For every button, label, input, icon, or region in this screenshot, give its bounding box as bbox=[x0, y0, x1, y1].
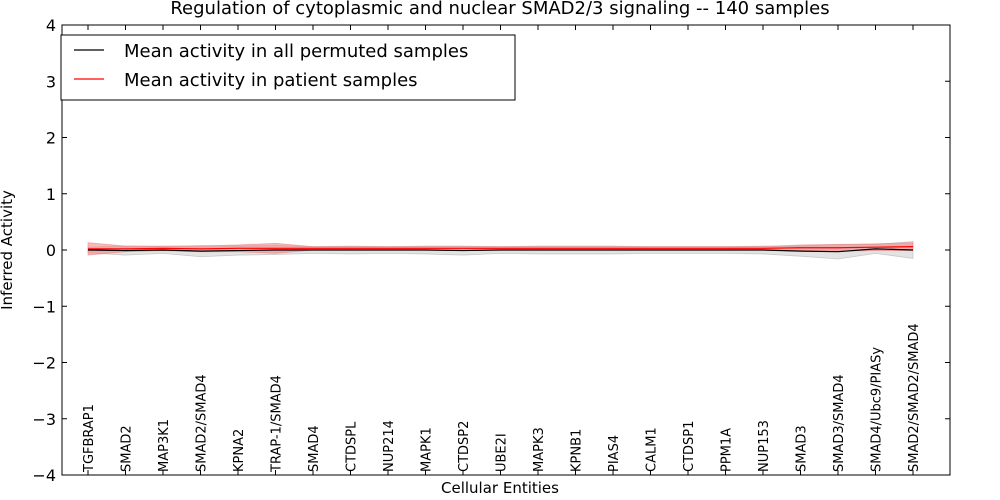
x-tick-label: SMAD4/Ubc9/PIASy bbox=[870, 347, 885, 472]
x-tick-label: CTDSPL bbox=[345, 421, 360, 472]
legend-label-patient: Mean activity in patient samples bbox=[124, 70, 418, 91]
x-tick-label: TGFBRAP1 bbox=[82, 404, 97, 473]
legend: Mean activity in all permuted samples Me… bbox=[60, 34, 516, 101]
series-line-0 bbox=[87, 248, 914, 253]
x-tick-label: KPNA2 bbox=[232, 429, 247, 472]
y-axis-label: Inferred Activity bbox=[0, 190, 16, 310]
x-tick-label: CTDSP2 bbox=[457, 421, 472, 472]
x-tick-label: SMAD2/SMAD2/SMAD4 bbox=[907, 323, 922, 472]
x-axis: TGFBRAP1 SMAD2 MAP3K1 SMAD2/SMAD4 KPNA2 TRAP-… bbox=[82, 25, 922, 475]
x-tick-label: KPNB1 bbox=[570, 429, 585, 472]
x-tick-label: CALM1 bbox=[645, 427, 660, 472]
x-tick-label: NUP153 bbox=[757, 420, 772, 472]
x-tick-label: NUP214 bbox=[382, 420, 397, 472]
y-tick-label: −4 bbox=[32, 466, 56, 485]
y-tick-label: 2 bbox=[46, 129, 56, 148]
x-tick-label: SMAD4 bbox=[307, 425, 322, 472]
chart-title: Regulation of cytoplasmic and nuclear SM… bbox=[170, 0, 829, 19]
x-tick-label: SMAD2 bbox=[120, 425, 135, 472]
x-tick-label: MAP3K1 bbox=[157, 419, 172, 472]
y-tick-label: 4 bbox=[46, 16, 56, 35]
x-tick-label: SMAD3/SMAD4 bbox=[832, 374, 847, 472]
legend-label-permuted: Mean activity in all permuted samples bbox=[124, 41, 468, 62]
x-tick-label: UBE2I bbox=[495, 433, 510, 472]
x-tick-label: MAPK1 bbox=[420, 427, 435, 472]
y-tick-label: 0 bbox=[46, 241, 56, 260]
y-tick-label: 3 bbox=[46, 72, 56, 91]
x-tick-label: TRAP-1/SMAD4 bbox=[270, 375, 285, 473]
y-tick-label: −2 bbox=[32, 354, 56, 373]
y-axis: −4 −3 −2 −1 0 1 2 3 4 bbox=[32, 16, 950, 485]
y-tick-label: 1 bbox=[46, 185, 56, 204]
legend-box bbox=[60, 34, 516, 101]
x-tick-label: MAPK3 bbox=[532, 427, 547, 472]
x-axis-label: Cellular Entities bbox=[441, 479, 559, 497]
series-line-1 bbox=[88, 246, 914, 250]
series-lines bbox=[87, 246, 914, 253]
y-tick-label: −1 bbox=[32, 297, 56, 316]
x-tick-label: SMAD3 bbox=[795, 425, 810, 472]
x-tick-label: CTDSP1 bbox=[682, 421, 697, 472]
x-tick-label: PPM1A bbox=[720, 428, 735, 472]
x-tick-label: PIAS4 bbox=[607, 435, 622, 472]
x-tick-label: SMAD2/SMAD4 bbox=[195, 374, 210, 472]
y-tick-label: −3 bbox=[32, 410, 56, 429]
